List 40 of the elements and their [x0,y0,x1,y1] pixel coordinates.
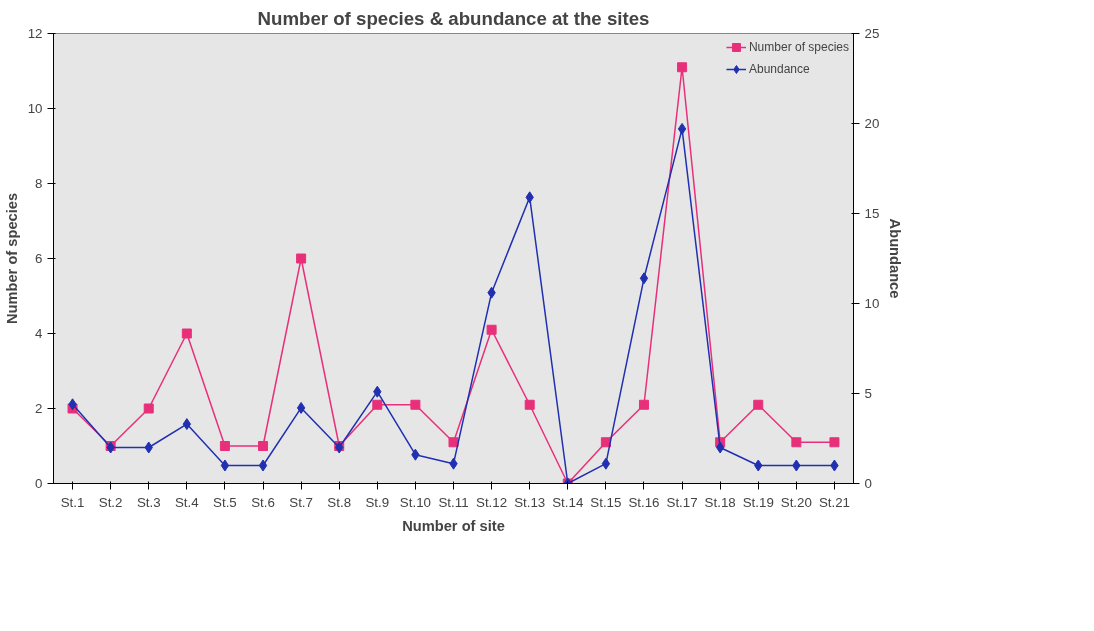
x-tick-label: St.15 [590,494,622,510]
x-tick-label: St.8 [327,494,352,510]
y-tick-label: 10 [27,101,43,116]
x-tick-label: St.9 [365,494,390,510]
x-tick-label: St.21 [818,494,851,510]
x-tick-label: St.13 [514,494,546,510]
x-tick-label: St.5 [213,494,237,510]
y-tick-label: 0 [35,476,43,491]
x-tick-label: St.10 [399,494,431,510]
x-tick-label: St.16 [628,494,660,510]
y-tick-label: 2 [35,401,43,416]
x-tick-label: St.19 [742,494,774,510]
x-axis-title: Number of site [402,517,505,534]
x-tick-label: St.2 [98,494,123,510]
y2-tick-label: 10 [864,296,880,311]
y-tick-label: 8 [35,176,43,191]
y-axis-title: Number of species [3,192,20,325]
legend-label: Abundance [748,62,810,76]
x-tick-label: St.4 [174,494,200,510]
x-tick-label: St.1 [60,494,85,510]
x-tick-label: St.20 [780,494,812,510]
y2-tick-label: 0 [864,476,872,491]
y2-tick-label: 20 [864,116,880,131]
x-tick-label: St.3 [136,494,161,510]
y2-axis-title: Abundance [887,218,904,299]
x-tick-label: St.12 [476,494,508,510]
y2-tick-label: 25 [864,26,880,41]
y2-tick-label: 15 [864,206,880,221]
legend-label: Number of species [748,40,849,54]
x-tick-label: St.11 [438,494,469,510]
x-tick-label: St.6 [251,494,275,510]
chart-title: Number of species & abundance at the sites [257,7,650,29]
x-tick-label: St.17 [666,494,698,510]
x-tick-label: St.7 [289,494,313,510]
x-tick-label: St.18 [704,494,736,510]
y-tick-label: 12 [27,26,43,41]
y2-tick-label: 5 [864,386,872,401]
y-tick-label: 4 [35,326,44,341]
x-tick-label: St.14 [552,494,584,510]
y-tick-label: 6 [35,251,43,266]
